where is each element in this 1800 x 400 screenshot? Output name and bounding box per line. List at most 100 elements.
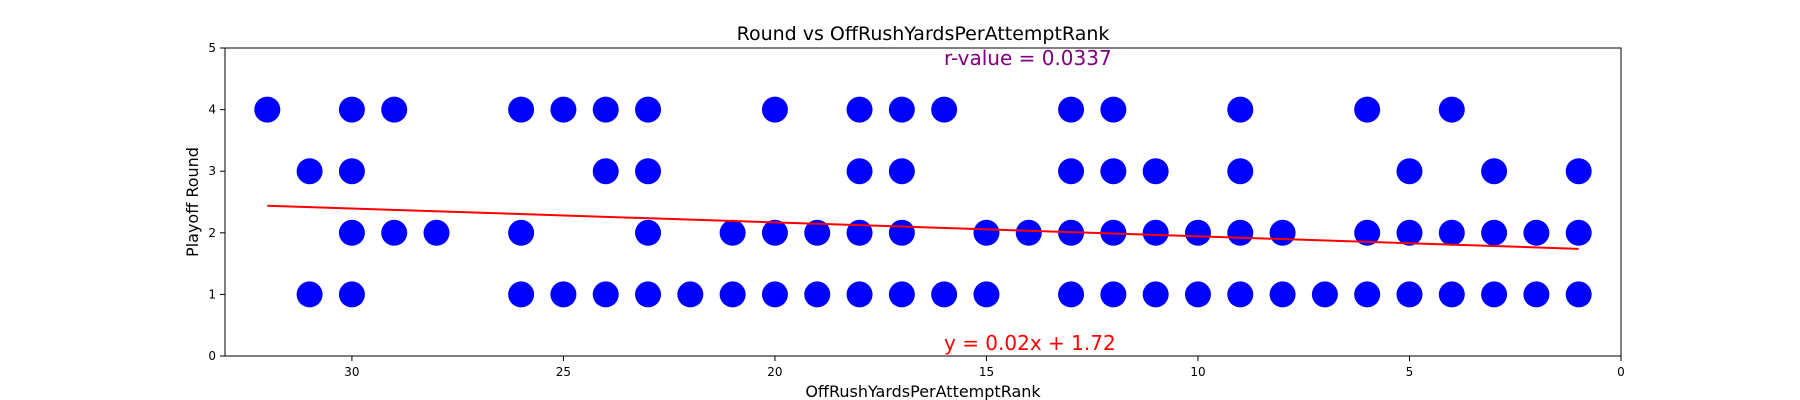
data-point	[1565, 219, 1592, 246]
data-point	[635, 219, 662, 246]
y-tick-label: 0	[208, 349, 216, 363]
data-point	[846, 219, 873, 246]
x-tick-label: 0	[1617, 365, 1625, 379]
x-axis-label: OffRushYardsPerAttemptRank	[805, 382, 1041, 400]
y-tick-label: 3	[208, 164, 216, 178]
data-point	[1354, 96, 1381, 123]
data-point	[1100, 281, 1127, 308]
data-point	[1058, 96, 1085, 123]
data-point	[719, 219, 746, 246]
data-point	[1396, 281, 1423, 308]
data-point	[846, 158, 873, 185]
data-point	[1269, 219, 1296, 246]
data-point	[1354, 281, 1381, 308]
data-point	[1481, 158, 1508, 185]
y-tick-label: 4	[208, 103, 216, 117]
data-point	[508, 96, 535, 123]
y-tick-label: 1	[208, 287, 216, 301]
data-point	[973, 219, 1000, 246]
y-tick-label: 2	[208, 226, 216, 240]
data-point	[1184, 281, 1211, 308]
y-axis: 0 1 2 3 4 5	[208, 41, 225, 363]
data-point	[1565, 158, 1592, 185]
data-point	[677, 281, 704, 308]
data-point	[1015, 219, 1042, 246]
data-point	[338, 158, 365, 185]
data-point	[508, 281, 535, 308]
data-point	[1100, 158, 1127, 185]
data-point	[635, 281, 662, 308]
y-tick-label: 5	[208, 41, 216, 55]
plot-area	[254, 96, 1592, 308]
data-point	[846, 281, 873, 308]
data-point	[888, 281, 915, 308]
data-point	[761, 96, 788, 123]
data-point	[1100, 96, 1127, 123]
data-point	[973, 281, 1000, 308]
data-point	[1227, 96, 1254, 123]
data-point	[888, 219, 915, 246]
data-point	[381, 96, 408, 123]
data-point	[635, 96, 662, 123]
r-value-annotation: r-value = 0.0337	[944, 46, 1112, 70]
data-point	[1523, 281, 1550, 308]
data-point	[254, 96, 281, 123]
x-tick-label: 30	[344, 365, 359, 379]
data-point	[888, 158, 915, 185]
data-point	[1227, 281, 1254, 308]
data-point	[1438, 219, 1465, 246]
data-point	[1481, 281, 1508, 308]
data-point	[423, 219, 450, 246]
data-point	[592, 158, 619, 185]
data-point	[1227, 219, 1254, 246]
data-point	[296, 281, 323, 308]
data-point	[296, 158, 323, 185]
data-point	[1565, 281, 1592, 308]
data-point	[508, 219, 535, 246]
regression-equation-annotation: y = 0.02x + 1.72	[944, 331, 1116, 355]
data-point	[381, 219, 408, 246]
x-axis: 30 25 20 15 10 5 0	[344, 356, 1625, 379]
data-point	[1184, 219, 1211, 246]
data-point	[592, 96, 619, 123]
data-point	[719, 281, 746, 308]
data-point	[1438, 96, 1465, 123]
data-point	[1142, 281, 1169, 308]
data-point	[1396, 219, 1423, 246]
data-point	[1481, 219, 1508, 246]
data-point	[1269, 281, 1296, 308]
data-point	[1142, 158, 1169, 185]
data-point	[804, 219, 831, 246]
data-point	[804, 281, 831, 308]
plot-frame	[224, 47, 1622, 357]
data-point	[1396, 158, 1423, 185]
data-point	[761, 281, 788, 308]
data-point	[1058, 158, 1085, 185]
data-point	[1311, 281, 1338, 308]
data-point	[635, 158, 662, 185]
data-point	[761, 219, 788, 246]
x-tick-label: 25	[556, 365, 571, 379]
data-point	[592, 281, 619, 308]
data-point	[931, 281, 958, 308]
data-point	[550, 96, 577, 123]
data-point	[888, 96, 915, 123]
x-tick-label: 20	[767, 365, 782, 379]
chart-title: Round vs OffRushYardsPerAttemptRank	[737, 23, 1110, 45]
data-point	[1142, 219, 1169, 246]
data-point	[931, 96, 958, 123]
data-point	[1438, 281, 1465, 308]
data-point	[846, 96, 873, 123]
data-point	[338, 219, 365, 246]
data-point	[1058, 281, 1085, 308]
y-axis-label: Playoff Round	[183, 147, 202, 257]
x-tick-label: 15	[979, 365, 994, 379]
x-tick-label: 10	[1190, 365, 1205, 379]
x-tick-label: 5	[1406, 365, 1414, 379]
data-point	[338, 281, 365, 308]
data-point	[1227, 158, 1254, 185]
data-point	[1523, 219, 1550, 246]
data-point	[338, 96, 365, 123]
regression-line	[267, 204, 1579, 250]
